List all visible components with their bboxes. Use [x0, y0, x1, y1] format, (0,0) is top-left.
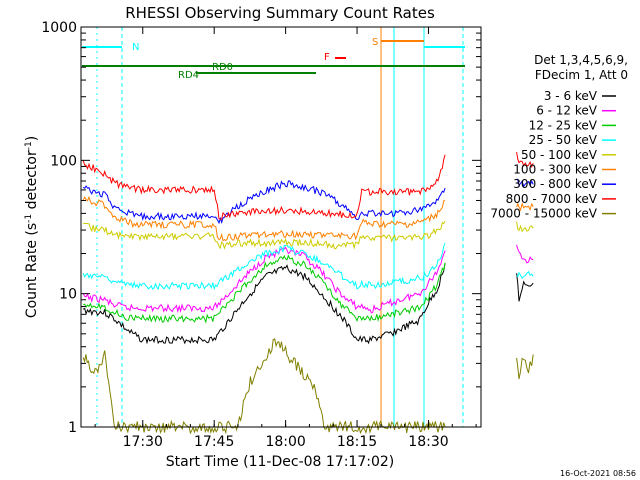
- x-axis-title: Start Time (11-Dec-08 17:17:02): [166, 454, 394, 470]
- x-tick-label-0: 17:30: [123, 434, 163, 450]
- legend-label-3: 25 - 50 keV: [529, 133, 598, 147]
- series-line-1-1: [516, 244, 534, 264]
- series-line-4-1: [516, 221, 534, 233]
- series-line-7-0: [82, 154, 446, 220]
- x-tick-label-2: 18:00: [265, 434, 305, 450]
- annotation-lines: N RD0 RD4 F S: [82, 27, 465, 427]
- series-line-2-0: [83, 254, 446, 324]
- axis-ticks: 17:30 17:45 18:00 18:15 18:30 1 10 100 1000: [41, 20, 481, 450]
- y-tick-label-1: 10: [59, 287, 77, 303]
- series-line-6-0: [82, 180, 446, 225]
- y-tick-label-2: 100: [50, 153, 77, 169]
- legend-label-5: 100 - 300 keV: [513, 163, 597, 177]
- annotation-label-s: S: [372, 37, 378, 48]
- series-line-5-0: [82, 195, 446, 242]
- legend-label-8: 7000 - 15000 keV: [490, 207, 597, 221]
- y-tick-label-3: 1000: [41, 20, 77, 36]
- legend-label-7: 800 - 7000 keV: [506, 192, 598, 206]
- annotation-label-rd4: RD4: [178, 70, 199, 81]
- footer-timestamp: 16-Oct-2021 08:56: [560, 469, 636, 478]
- legend-label-1: 6 - 12 keV: [536, 104, 598, 118]
- series-line-3-0: [82, 242, 446, 291]
- series-line-1-0: [82, 246, 446, 314]
- annotation-label-rd0: RD0: [212, 62, 233, 73]
- annotation-label-n: N: [132, 42, 139, 53]
- series-line-3-1: [516, 270, 534, 279]
- y-tick-label-0: 1: [68, 420, 77, 436]
- plot-frame: [80, 26, 482, 428]
- series-line-8-0: [82, 338, 446, 435]
- series-line-0-1: [516, 273, 534, 302]
- y-axis-title: Count Rate (s-1 detector-1): [24, 136, 40, 318]
- legend-header-line-2: FDecim 1, Att 0: [535, 68, 628, 82]
- legend-label-4: 50 - 100 keV: [521, 148, 598, 162]
- series-line-7-1: [516, 152, 534, 169]
- series-line-6-1: [516, 178, 534, 188]
- legend-label-6: 300 - 800 keV: [513, 177, 597, 191]
- annotation-label-f: F: [324, 52, 330, 63]
- x-tick-label-4: 18:30: [408, 434, 448, 450]
- chart-title: RHESSI Observing Summary Count Rates: [125, 4, 435, 22]
- legend: Det 1,3,4,5,6,9, FDecim 1, Att 0 3 - 6 k…: [490, 53, 628, 221]
- series-group: [82, 152, 534, 435]
- legend-header-line-1: Det 1,3,4,5,6,9,: [534, 53, 628, 67]
- series-line-0-0: [83, 262, 446, 345]
- series-line-8-1: [516, 354, 534, 380]
- series-line-4-0: [83, 220, 446, 250]
- legend-label-2: 12 - 25 keV: [529, 118, 598, 132]
- series-line-5-1: [516, 202, 534, 212]
- x-tick-label-3: 18:15: [337, 434, 377, 450]
- legend-label-0: 3 - 6 keV: [544, 89, 598, 103]
- x-tick-label-1: 17:45: [194, 434, 234, 450]
